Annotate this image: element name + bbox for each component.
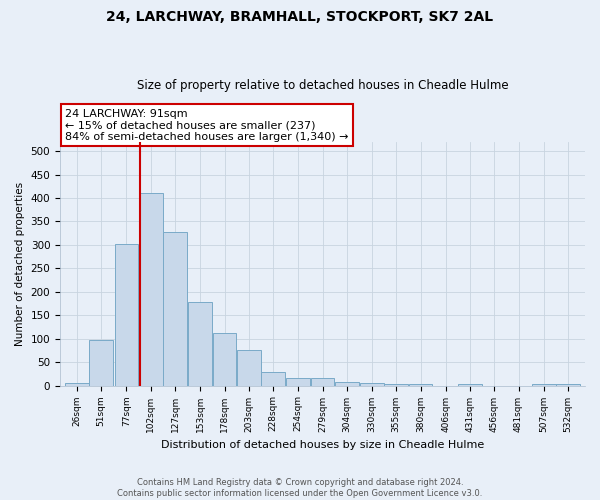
Y-axis label: Number of detached properties: Number of detached properties [15,182,25,346]
Text: 24, LARCHWAY, BRAMHALL, STOCKPORT, SK7 2AL: 24, LARCHWAY, BRAMHALL, STOCKPORT, SK7 2… [106,10,494,24]
Bar [532,384,556,386]
Text: Contains HM Land Registry data © Crown copyright and database right 2024.
Contai: Contains HM Land Registry data © Crown c… [118,478,482,498]
Bar [335,382,359,386]
Bar [237,350,260,386]
Bar [409,384,433,386]
Bar [163,232,187,386]
Bar [115,244,139,386]
Bar [556,384,580,386]
Bar [188,302,212,386]
Title: Size of property relative to detached houses in Cheadle Hulme: Size of property relative to detached ho… [137,79,508,92]
Bar [65,383,89,386]
Bar [89,340,113,386]
Bar [212,333,236,386]
Bar [261,372,285,386]
Bar [458,384,482,386]
Text: 24 LARCHWAY: 91sqm
← 15% of detached houses are smaller (237)
84% of semi-detach: 24 LARCHWAY: 91sqm ← 15% of detached hou… [65,108,349,142]
X-axis label: Distribution of detached houses by size in Cheadle Hulme: Distribution of detached houses by size … [161,440,484,450]
Bar [311,378,334,386]
Bar [360,383,384,386]
Bar [286,378,310,386]
Bar [385,384,408,386]
Bar [139,194,163,386]
